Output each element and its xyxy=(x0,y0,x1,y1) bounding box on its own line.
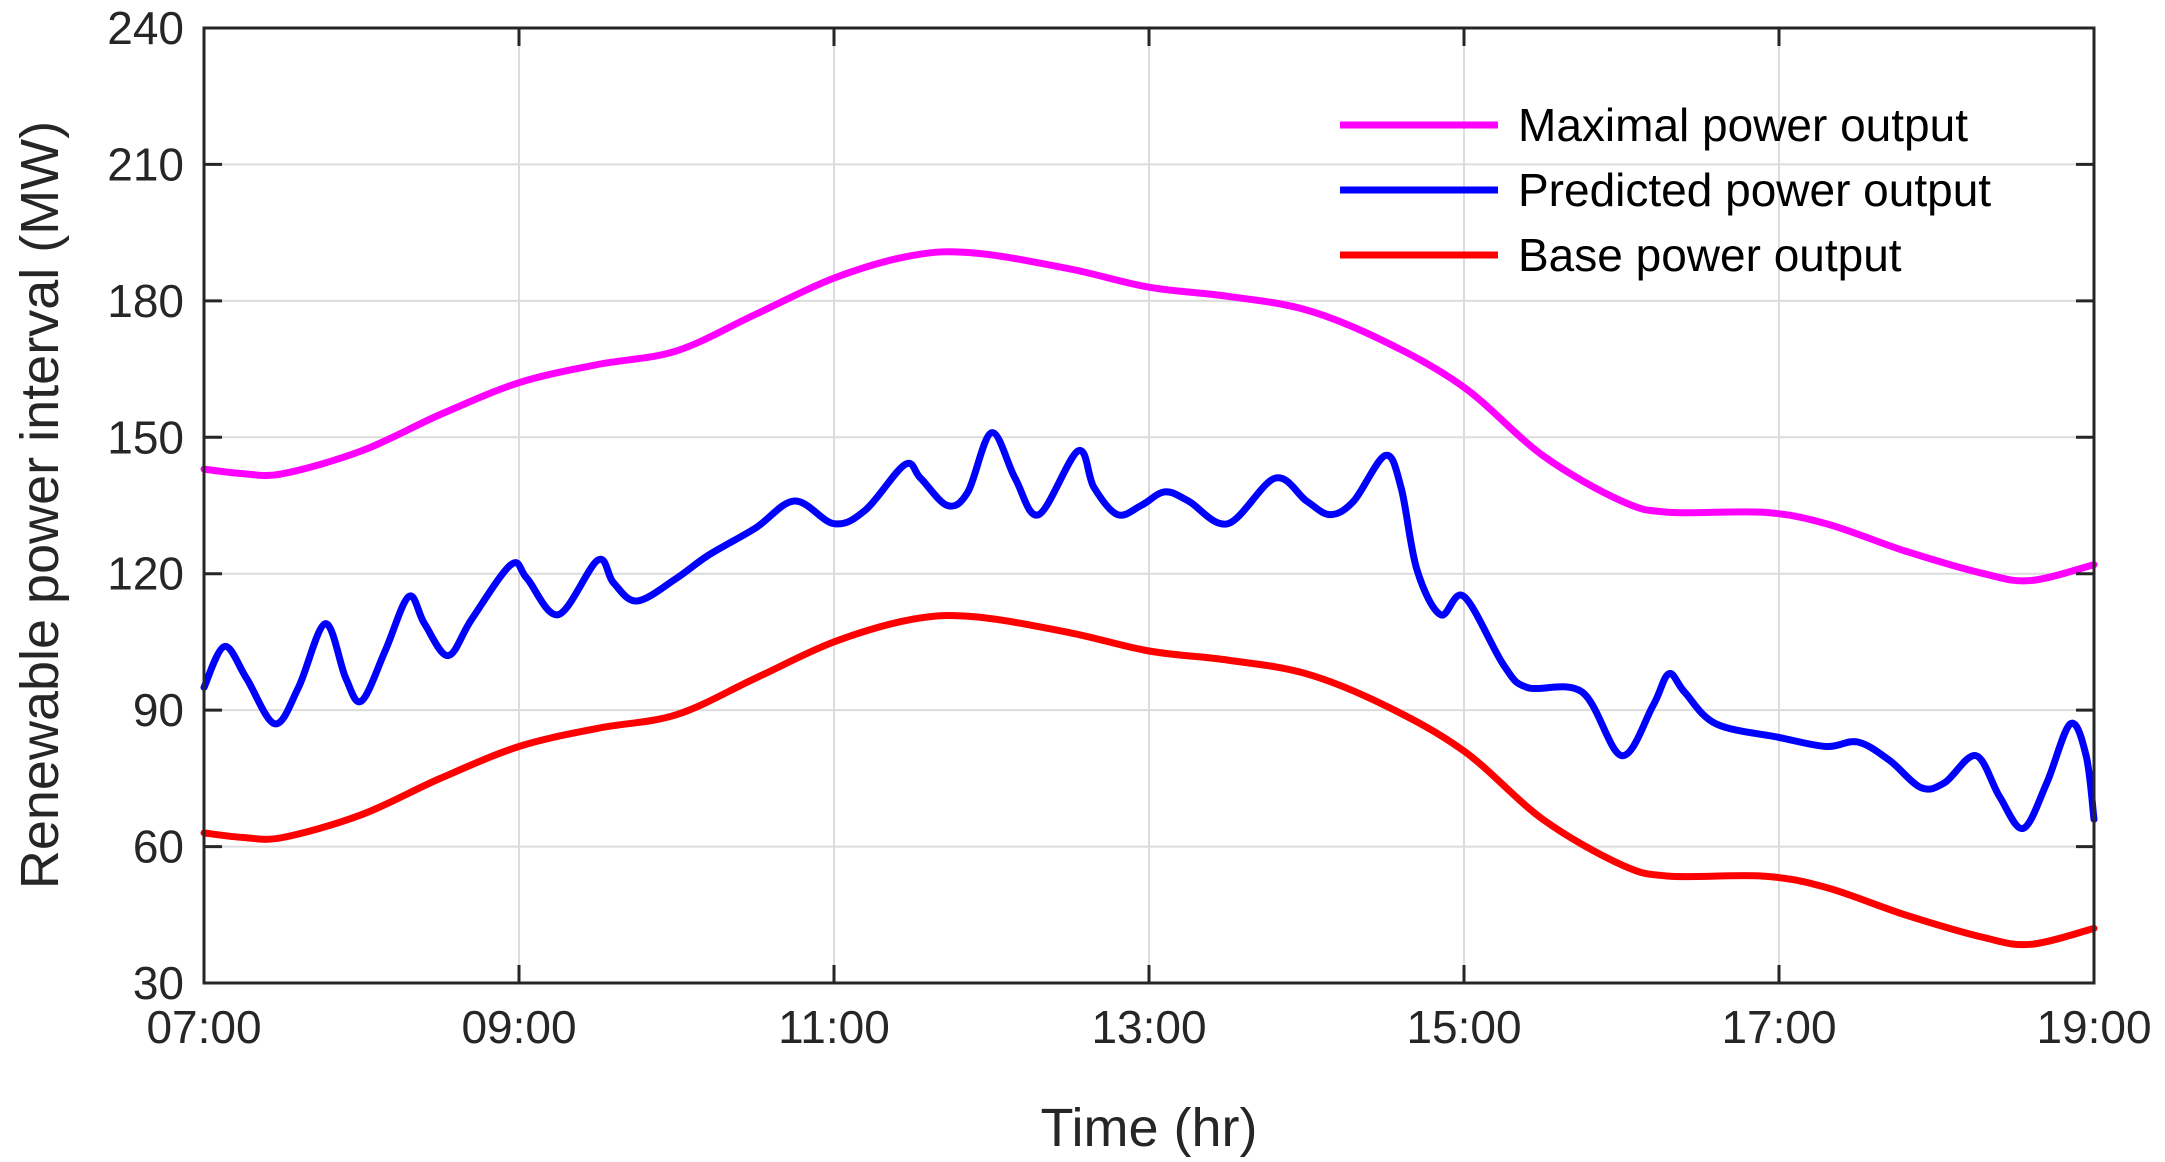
axis-ticks xyxy=(202,26,2096,985)
legend-label-base-power-output: Base power output xyxy=(1518,229,1902,281)
x-tick-label: 07:00 xyxy=(146,1001,261,1053)
grid xyxy=(203,27,2095,984)
x-tick-label: 11:00 xyxy=(778,1001,890,1053)
y-tick-label: 60 xyxy=(133,821,184,873)
y-tick-label: 150 xyxy=(107,411,184,463)
y-axis-title: Renewable power interval (MW) xyxy=(10,121,70,889)
x-tick-label: 09:00 xyxy=(461,1001,576,1053)
y-tick-label: 180 xyxy=(107,275,184,327)
legend-label-maximal-power-output: Maximal power output xyxy=(1518,99,1968,151)
x-axis-title: Time (hr) xyxy=(1041,1098,1258,1158)
legend-label-predicted-power-output: Predicted power output xyxy=(1518,164,1991,216)
legend: Maximal power output Predicted power outp… xyxy=(1340,99,1991,281)
series-line-predicted-power-output xyxy=(200,429,2098,832)
y-tick-label: 210 xyxy=(107,138,184,190)
x-tick-label: 13:00 xyxy=(1091,1001,1206,1053)
series-lines xyxy=(200,248,2098,949)
x-tick-label: 15:00 xyxy=(1406,1001,1521,1053)
y-tick-label: 90 xyxy=(133,684,184,736)
x-tick-label: 19:00 xyxy=(2036,1001,2151,1053)
series-line-maximal-power-output xyxy=(200,248,2098,585)
series-line-base-power-output xyxy=(200,612,2098,949)
y-tick-label: 30 xyxy=(133,957,184,1009)
x-tick-label: 17:00 xyxy=(1721,1001,1836,1053)
y-tick-label: 240 xyxy=(107,2,184,54)
y-tick-label: 120 xyxy=(107,548,184,600)
axis-tick-labels: 07:00 09:00 11:00 13:00 15:00 17:00 19:00 30 60 9… xyxy=(107,2,2151,1053)
